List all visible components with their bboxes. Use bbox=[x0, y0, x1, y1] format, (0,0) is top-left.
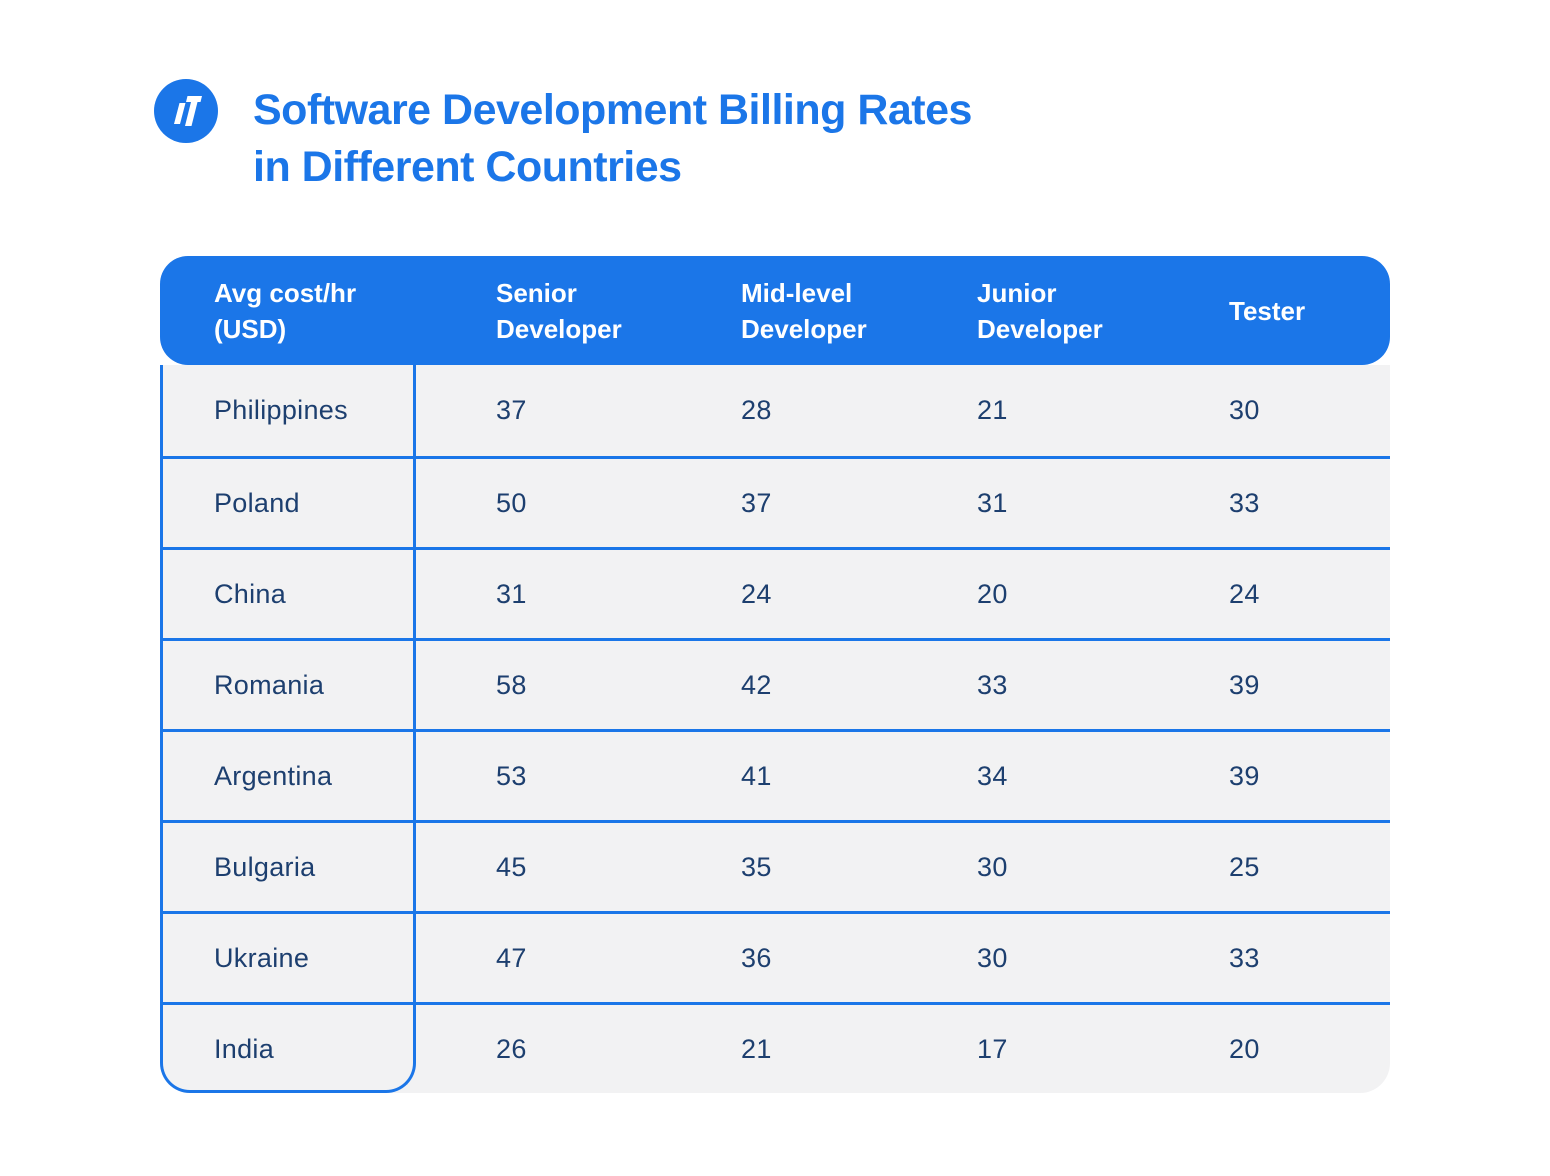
rate-cell: 33 bbox=[1229, 487, 1260, 518]
table-row: Ukraine 47 36 30 33 bbox=[160, 911, 1390, 1002]
country-cell: Poland bbox=[214, 487, 300, 518]
rate-cell: 37 bbox=[741, 487, 772, 518]
rate-cell: 41 bbox=[741, 760, 772, 791]
page-title-line2: in Different Countries bbox=[253, 143, 682, 191]
rate-cell: 34 bbox=[977, 760, 1008, 791]
rate-cell: 31 bbox=[496, 578, 527, 609]
rate-cell: 39 bbox=[1229, 760, 1260, 791]
rate-cell: 45 bbox=[496, 851, 527, 882]
billing-rates-table: Avg cost/hr (USD) Senior Developer Mid-lev… bbox=[160, 256, 1390, 1093]
rate-cell: 20 bbox=[1229, 1033, 1260, 1064]
rate-cell: 21 bbox=[741, 1033, 772, 1064]
country-cell: Argentina bbox=[214, 760, 333, 791]
rate-cell: 17 bbox=[977, 1033, 1008, 1064]
column-header: Avg cost/hr (USD) bbox=[214, 277, 357, 344]
table-body: Philippines 37 28 21 30 Poland 50 37 31 33 China 31… bbox=[160, 365, 1390, 1093]
rate-cell: 30 bbox=[1229, 395, 1260, 425]
rate-cell: 30 bbox=[977, 851, 1008, 882]
table-row: Bulgaria 45 35 30 25 bbox=[160, 820, 1390, 911]
rate-cell: 26 bbox=[496, 1033, 527, 1064]
column-header: Junior Developer bbox=[977, 277, 1103, 344]
rate-cell: 36 bbox=[741, 942, 772, 973]
rate-cell: 42 bbox=[741, 669, 772, 700]
page-title: Software Development Billing Rates in Di… bbox=[253, 82, 972, 196]
rate-cell: 24 bbox=[1229, 578, 1260, 609]
table-header-row: Avg cost/hr (USD) Senior Developer Mid-lev… bbox=[160, 256, 1390, 365]
country-cell: India bbox=[214, 1033, 275, 1064]
country-cell: Ukraine bbox=[214, 942, 310, 973]
rate-cell: 30 bbox=[977, 942, 1008, 973]
rate-cell: 33 bbox=[977, 669, 1008, 700]
table-row: Romania 58 42 33 39 bbox=[160, 638, 1390, 729]
rate-cell: 20 bbox=[977, 578, 1008, 609]
table-row: Poland 50 37 31 33 bbox=[160, 456, 1390, 547]
rate-cell: 28 bbox=[741, 395, 772, 425]
rate-cell: 58 bbox=[496, 669, 527, 700]
page-title-line1: Software Development Billing Rates bbox=[253, 86, 972, 134]
rate-cell: 33 bbox=[1229, 942, 1260, 973]
country-cell: Romania bbox=[214, 669, 325, 700]
rate-cell: 25 bbox=[1229, 851, 1260, 882]
table-row: India 26 21 17 20 bbox=[160, 1002, 1390, 1093]
brand-logo bbox=[154, 79, 218, 143]
table-row: China 31 24 20 24 bbox=[160, 547, 1390, 638]
rate-cell: 24 bbox=[741, 578, 772, 609]
rate-cell: 35 bbox=[741, 851, 772, 882]
country-cell: Bulgaria bbox=[214, 851, 316, 882]
table-row: Argentina 53 41 34 39 bbox=[160, 729, 1390, 820]
rate-cell: 21 bbox=[977, 395, 1008, 425]
rate-cell: 50 bbox=[496, 487, 527, 518]
country-cell: Philippines bbox=[214, 395, 348, 425]
country-cell: China bbox=[214, 578, 287, 609]
rate-cell: 37 bbox=[496, 395, 527, 425]
rate-cell: 39 bbox=[1229, 669, 1260, 700]
rate-cell: 47 bbox=[496, 942, 527, 973]
column-header: Senior Developer bbox=[496, 277, 622, 344]
table-row: Philippines 37 28 21 30 bbox=[160, 365, 1390, 456]
column-header: Mid-level Developer bbox=[741, 277, 867, 344]
column-header: Tester bbox=[1229, 295, 1306, 326]
brand-logo-icon bbox=[154, 79, 218, 143]
rate-cell: 31 bbox=[977, 487, 1008, 518]
rate-cell: 53 bbox=[496, 760, 527, 791]
